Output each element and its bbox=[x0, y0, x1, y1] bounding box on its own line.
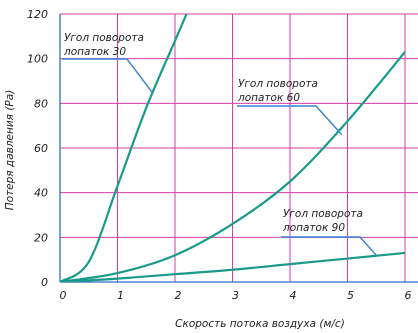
x-axis-label: Скорость потока воздуха (м/с) bbox=[175, 318, 345, 330]
y-tick-label: 60 bbox=[34, 142, 48, 155]
y-tick-label: 20 bbox=[34, 231, 48, 244]
x-tick-label: 2 bbox=[175, 289, 182, 302]
annotation-label-line1: Угол поворота bbox=[283, 208, 363, 220]
series bbox=[60, 13, 406, 282]
annotation-leader-line bbox=[237, 105, 343, 136]
x-tick-label: 0 bbox=[60, 289, 67, 302]
annotation-label-line2: лопаток 30 bbox=[63, 46, 126, 58]
y-tick-label: 0 bbox=[41, 276, 48, 289]
y-tick-label: 100 bbox=[27, 53, 48, 66]
y-tick-label: 80 bbox=[34, 97, 48, 110]
annotation-label-line1: Угол поворота bbox=[238, 78, 318, 90]
annotation-label-line2: лопаток 60 bbox=[237, 92, 300, 104]
annotation-leader-line bbox=[62, 58, 153, 93]
annotation-leader-line bbox=[281, 236, 377, 256]
x-tick-label: 4 bbox=[290, 289, 297, 302]
annotations: Угол поворота лопаток 30 Угол поворота лопа… bbox=[62, 32, 377, 256]
x-tick-label: 6 bbox=[405, 289, 412, 302]
annotation-label-line1: Угол поворота bbox=[64, 32, 144, 44]
axes bbox=[59, 14, 418, 283]
annotation-label-line2: лопаток 90 bbox=[282, 222, 345, 234]
series-line-2 bbox=[60, 51, 406, 282]
y-tick-label: 40 bbox=[34, 187, 48, 200]
series-line-3 bbox=[60, 251, 406, 282]
y-axis-label: Потеря давления (Pa) bbox=[4, 90, 16, 211]
x-tick-label: 3 bbox=[232, 289, 239, 302]
series-line-1 bbox=[60, 13, 188, 282]
y-tick-label: 120 bbox=[27, 8, 48, 21]
x-tick-label: 5 bbox=[347, 289, 354, 302]
x-tick-label: 1 bbox=[117, 289, 124, 302]
